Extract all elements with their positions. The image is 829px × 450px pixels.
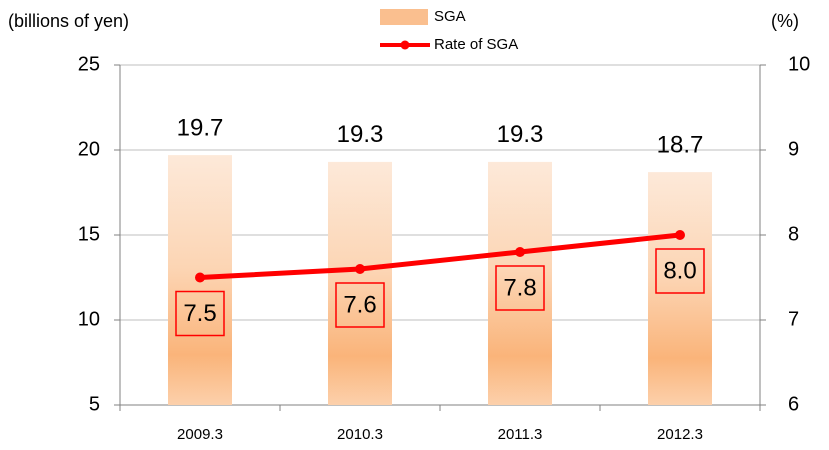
line-value-label: 7.8 bbox=[503, 274, 536, 301]
bar bbox=[488, 161, 552, 405]
y2-tick-label: 9 bbox=[788, 138, 799, 160]
x-tick-label: 2012.3 bbox=[657, 426, 703, 443]
value-label-box bbox=[175, 290, 225, 337]
line-point bbox=[355, 264, 365, 274]
y2-tick-label: 7 bbox=[788, 308, 799, 330]
line-point bbox=[675, 230, 685, 240]
y-tick-label: 20 bbox=[78, 138, 100, 160]
x-tick-label: 2011.3 bbox=[498, 426, 543, 443]
y2-tick-label: 6 bbox=[788, 393, 799, 415]
legend-swatch bbox=[380, 9, 428, 25]
y-tick-label: 5 bbox=[89, 393, 100, 415]
legend-swatch bbox=[400, 40, 410, 50]
y2-axis-label: (%) bbox=[771, 11, 799, 31]
y-tick-label: 15 bbox=[78, 223, 100, 245]
line-point bbox=[195, 272, 205, 283]
y2-tick-label: 10 bbox=[788, 53, 810, 75]
bar-value-label: 19.7 bbox=[177, 114, 224, 141]
y-tick-label: 10 bbox=[78, 308, 100, 330]
bar bbox=[648, 172, 712, 405]
value-label-box bbox=[335, 282, 385, 328]
line-point bbox=[515, 247, 525, 257]
y-tick-label: 25 bbox=[78, 53, 100, 75]
y2-tick-label: 8 bbox=[788, 223, 799, 245]
line-value-label: 8.0 bbox=[663, 257, 696, 284]
x-tick-label: 2010.3 bbox=[337, 426, 383, 443]
x-tick-label: 2009.3 bbox=[177, 426, 223, 443]
legend-label: SGA bbox=[434, 8, 466, 25]
value-label-box bbox=[655, 248, 705, 294]
line-value-label: 7.5 bbox=[183, 300, 216, 327]
bar-value-label: 19.3 bbox=[337, 121, 384, 148]
legend-label: Rate of SGA bbox=[434, 36, 518, 53]
line-value-label: 7.6 bbox=[343, 291, 376, 318]
value-label-box bbox=[495, 265, 545, 311]
line bbox=[199, 232, 681, 280]
y-axis-label: (billions of yen) bbox=[8, 11, 129, 31]
bar-value-label: 19.3 bbox=[497, 121, 544, 148]
bar-value-label: 18.7 bbox=[657, 131, 704, 158]
